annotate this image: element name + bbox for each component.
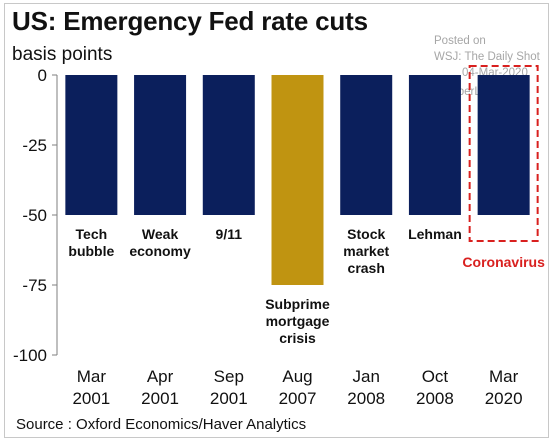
- annotation-label-6-0: Coronavirus: [462, 254, 545, 270]
- chart-title: US: Emergency Fed rate cuts: [12, 6, 368, 36]
- annotation-label-5-0: Lehman: [408, 226, 462, 242]
- bar-3: [271, 75, 324, 285]
- annotation-label-3-0: Subprime: [265, 296, 330, 312]
- bar-0: [65, 75, 118, 215]
- annotation-label-1-0: Weak: [142, 226, 179, 242]
- x-category-label-4-1: 2008: [347, 389, 385, 408]
- chart-frame: [4, 3, 549, 438]
- annotation-label-0-1: bubble: [68, 243, 114, 259]
- watermark-posted-on: Posted on: [434, 35, 486, 47]
- x-category-label-4-0: Jan: [353, 367, 380, 386]
- annotation-label-3-1: mortgage: [266, 313, 330, 329]
- x-category-label-1-0: Apr: [147, 367, 174, 386]
- annotation-label-3-2: crisis: [279, 330, 316, 346]
- highlight-box: [468, 65, 539, 242]
- annotation-label-2-0: 9/11: [216, 226, 243, 242]
- y-tick-label-3: -75: [22, 276, 47, 295]
- y-tick-label-1: -25: [22, 136, 47, 155]
- x-category-label-2-1: 2001: [210, 389, 248, 408]
- bar-6: [477, 75, 530, 215]
- x-category-label-6-1: 2020: [485, 389, 523, 408]
- bar-5: [408, 75, 461, 215]
- annotation-label-4-2: crash: [348, 260, 385, 276]
- annotation-label-1-1: economy: [129, 243, 191, 259]
- x-category-label-3-0: Aug: [282, 367, 312, 386]
- x-category-label-0-0: Mar: [77, 367, 107, 386]
- watermark-source: WSJ: The Daily Shot: [434, 51, 540, 63]
- x-category-label-1-1: 2001: [141, 389, 179, 408]
- bar-1: [134, 75, 187, 215]
- x-category-label-5-1: 2008: [416, 389, 454, 408]
- y-axis-unit-label: basis points: [12, 44, 113, 65]
- source-note: Source : Oxford Economics/Haver Analytic…: [16, 416, 307, 433]
- x-category-label-2-0: Sep: [214, 367, 244, 386]
- annotation-label-0-0: Tech: [76, 226, 108, 242]
- x-category-label-0-1: 2001: [72, 389, 110, 408]
- bar-2: [202, 75, 255, 215]
- y-tick-label-0: 0: [38, 66, 47, 85]
- annotation-label-4-0: Stock: [347, 226, 385, 242]
- y-tick-label-2: -50: [22, 206, 47, 225]
- bar-4: [340, 75, 393, 215]
- x-category-label-3-1: 2007: [279, 389, 317, 408]
- x-category-label-5-0: Oct: [422, 367, 449, 386]
- annotation-label-4-1: market: [343, 243, 389, 259]
- x-category-label-6-0: Mar: [489, 367, 519, 386]
- y-tick-label-4: -100: [13, 346, 47, 365]
